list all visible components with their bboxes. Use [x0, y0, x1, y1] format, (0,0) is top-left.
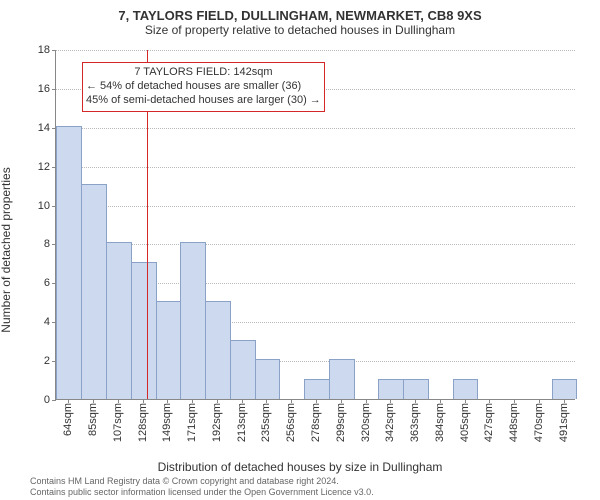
y-tick-label: 6	[44, 277, 56, 289]
y-tick-label: 4	[44, 316, 56, 328]
y-tick-label: 0	[44, 394, 56, 406]
grid-line	[56, 244, 575, 245]
annotation-line: ← 54% of detached houses are smaller (36…	[86, 80, 321, 94]
histogram-bar	[131, 262, 157, 399]
title-block: 7, TAYLORS FIELD, DULLINGHAM, NEWMARKET,…	[0, 0, 600, 37]
x-tick-label: 149sqm	[161, 403, 173, 442]
x-tick-label: 64sqm	[62, 403, 74, 436]
histogram-bar	[180, 242, 206, 399]
histogram-bar	[156, 301, 182, 399]
footer-line-1: Contains HM Land Registry data © Crown c…	[30, 476, 374, 487]
y-tick-label: 2	[44, 355, 56, 367]
histogram-bar	[205, 301, 231, 399]
x-tick-label: 256sqm	[285, 403, 297, 442]
y-tick-label: 16	[38, 83, 56, 95]
x-axis-label: Distribution of detached houses by size …	[0, 460, 600, 474]
y-tick-label: 14	[38, 122, 56, 134]
y-tick-label: 8	[44, 238, 56, 250]
histogram-bar	[106, 242, 132, 399]
x-tick-label: 470sqm	[533, 403, 545, 442]
x-tick-label: 278sqm	[310, 403, 322, 442]
x-tick-label: 405sqm	[459, 403, 471, 442]
chart-title: 7, TAYLORS FIELD, DULLINGHAM, NEWMARKET,…	[0, 8, 600, 23]
y-axis-label: Number of detached properties	[0, 167, 13, 332]
x-tick-label: 363sqm	[409, 403, 421, 442]
histogram-bar	[552, 379, 578, 399]
histogram-bar	[378, 379, 404, 399]
annotation-line: 7 TAYLORS FIELD: 142sqm	[86, 66, 321, 80]
x-tick-label: 213sqm	[236, 403, 248, 442]
grid-line	[56, 128, 575, 129]
plot-area: 02468101214161864sqm85sqm107sqm128sqm149…	[55, 50, 575, 400]
x-tick-label: 342sqm	[384, 403, 396, 442]
footer-attribution: Contains HM Land Registry data © Crown c…	[30, 476, 374, 498]
histogram-bar	[81, 184, 107, 399]
x-tick-label: 491sqm	[558, 403, 570, 442]
x-tick-label: 384sqm	[434, 403, 446, 442]
x-tick-label: 448sqm	[508, 403, 520, 442]
y-tick-label: 12	[38, 161, 56, 173]
annotation-box: 7 TAYLORS FIELD: 142sqm← 54% of detached…	[82, 62, 325, 111]
histogram-bar	[230, 340, 256, 399]
x-tick-label: 85sqm	[87, 403, 99, 436]
annotation-line: 45% of semi-detached houses are larger (…	[86, 94, 321, 108]
x-tick-label: 299sqm	[335, 403, 347, 442]
x-tick-label: 427sqm	[483, 403, 495, 442]
histogram-bar	[56, 126, 82, 399]
footer-line-2: Contains public sector information licen…	[30, 487, 374, 498]
histogram-bar	[453, 379, 479, 399]
property-size-histogram: 7, TAYLORS FIELD, DULLINGHAM, NEWMARKET,…	[0, 0, 600, 500]
histogram-bar	[403, 379, 429, 399]
histogram-bar	[304, 379, 330, 399]
grid-line	[56, 206, 575, 207]
x-tick-label: 107sqm	[112, 403, 124, 442]
x-tick-label: 192sqm	[211, 403, 223, 442]
x-tick-label: 235sqm	[260, 403, 272, 442]
chart-subtitle: Size of property relative to detached ho…	[0, 23, 600, 37]
y-tick-label: 10	[38, 200, 56, 212]
x-tick-label: 128sqm	[137, 403, 149, 442]
histogram-bar	[329, 359, 355, 399]
histogram-bar	[255, 359, 281, 399]
x-tick-label: 171sqm	[186, 403, 198, 442]
x-tick-label: 320sqm	[360, 403, 372, 442]
grid-line	[56, 50, 575, 51]
grid-line	[56, 167, 575, 168]
y-tick-label: 18	[38, 44, 56, 56]
